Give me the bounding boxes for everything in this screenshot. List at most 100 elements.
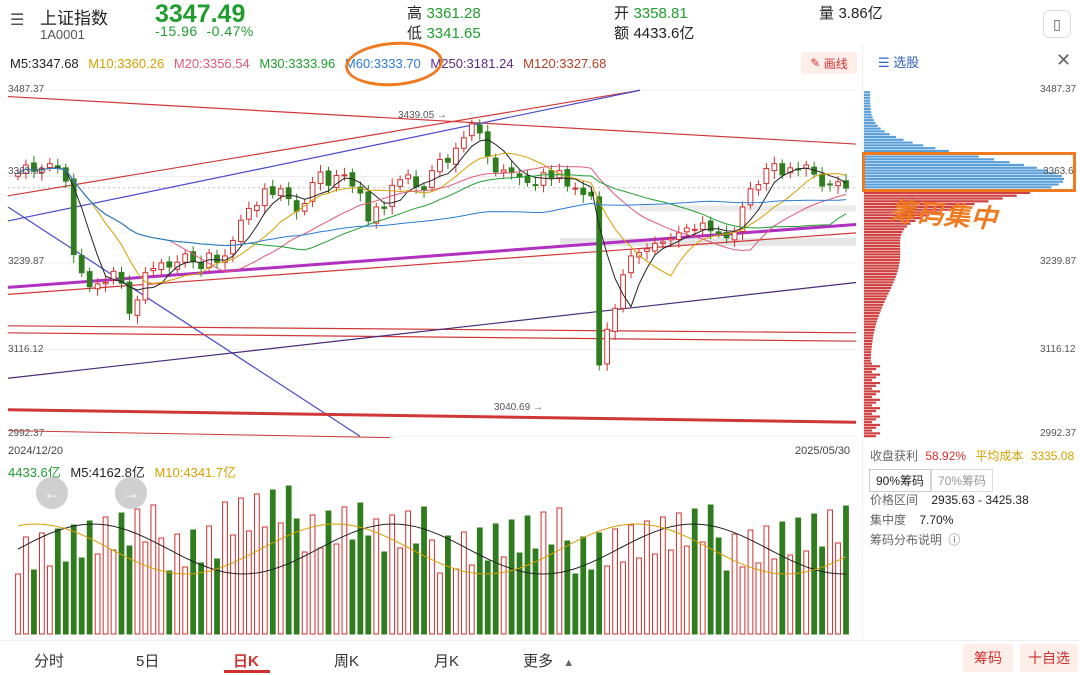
price-label-right-4: 3116.12 (1040, 344, 1076, 355)
candle-body (134, 299, 141, 316)
volume-bar (38, 532, 45, 635)
chip-bar (864, 214, 930, 217)
tab-daily[interactable]: 日K (233, 653, 259, 670)
volume-bar (214, 558, 220, 635)
candle-body (771, 163, 778, 172)
chip-explain-label: 筹码分布说明 (870, 533, 943, 547)
tab-5day[interactable]: 5日 (136, 653, 160, 670)
volume-bar (588, 569, 595, 635)
chip-tab-70[interactable]: 70%筹码 (931, 469, 994, 492)
chip-bar (864, 356, 871, 359)
chip-bar (864, 180, 1063, 183)
volume-bar (731, 533, 738, 635)
chip-bar (864, 247, 901, 250)
phone-icon[interactable]: ▯ (1043, 10, 1071, 38)
chip-bar (864, 197, 1003, 200)
kline-chart[interactable] (0, 78, 860, 450)
price-label-right-3: 3239.87 (1040, 256, 1077, 267)
tab-intraday[interactable]: 分时 (34, 653, 65, 670)
date-end: 2025/05/30 (795, 445, 851, 457)
annotation-box (862, 152, 1076, 192)
price-label-left-4: 3116.12 (8, 344, 44, 355)
close-icon[interactable]: ✕ (1056, 50, 1072, 70)
volume-bar (238, 497, 244, 635)
candle-body (373, 206, 380, 224)
candle-body (421, 186, 427, 191)
panel-divider (862, 44, 863, 640)
chip-bar (864, 222, 911, 225)
add-favorite-button[interactable]: 十自选 (1020, 644, 1078, 672)
chip-bar (864, 264, 900, 267)
candle-body (707, 220, 714, 232)
price-label-left-2: 3363.62 (8, 166, 45, 177)
chip-bar (864, 177, 1064, 181)
trend-line (7, 408, 857, 424)
tab-weekly[interactable]: 周K (334, 653, 360, 670)
help-icon: ⓘ (948, 533, 961, 547)
caret-up-icon: ▲ (563, 657, 575, 669)
volume-bar (230, 534, 236, 635)
open-stat: 开 3358.81 (614, 2, 688, 23)
chip-bar (864, 284, 893, 287)
chip-bar (864, 183, 1059, 186)
chip-bar (864, 216, 922, 220)
volume-bar (222, 501, 228, 635)
chip-bar (864, 244, 901, 248)
candle-body (683, 227, 690, 233)
candle-body (843, 180, 849, 189)
volume-label: 量 (819, 5, 835, 22)
volume-bar (70, 524, 77, 635)
candle-body (150, 268, 157, 272)
prev-arrow-icon[interactable]: ← (36, 477, 68, 509)
chip-explain-link[interactable]: 筹码分布说明 ⓘ (870, 531, 960, 548)
chip-tab-90[interactable]: 90%筹码 (869, 469, 932, 492)
chip-bar (864, 286, 892, 290)
chip-bar (864, 373, 880, 376)
volume-bar (373, 518, 380, 635)
amount-stat: 额 4433.6亿 (614, 22, 694, 43)
chip-bar (864, 275, 896, 278)
amount-value: 4433.6亿 (633, 25, 695, 42)
chip-bar (864, 320, 877, 323)
chip-bar (864, 409, 876, 413)
chip-bar (864, 236, 901, 239)
volume-chart[interactable] (0, 480, 860, 638)
volume-bar (277, 522, 284, 635)
volume-bar (365, 535, 372, 635)
volume-bar (524, 515, 531, 635)
ma-20: M20:3356.54 (173, 56, 250, 71)
menu-icon[interactable]: ☰ (10, 12, 25, 29)
candle-body (397, 179, 404, 187)
stock-picker-label: 选股 (893, 55, 920, 70)
chip-bar (864, 105, 871, 108)
candle-body (468, 123, 475, 137)
next-arrow-icon[interactable]: → (115, 477, 147, 509)
candle-body (166, 261, 173, 268)
tab-more[interactable]: 更多 ▲ (523, 650, 574, 671)
candle-body (46, 163, 53, 168)
chip-bar (864, 348, 872, 351)
volume-bar (15, 573, 21, 635)
ma-line-10 (17, 152, 847, 285)
tab-monthly[interactable]: 月K (434, 653, 460, 670)
volume-bar (118, 512, 125, 635)
chip-button[interactable]: 筹码 (963, 644, 1013, 672)
candle-body (413, 176, 419, 188)
resistance-zone (640, 205, 856, 212)
volume-bar (675, 512, 682, 635)
candle-body (405, 174, 412, 180)
volume-bar (755, 562, 762, 635)
volume-bar (620, 561, 626, 635)
chip-bar (864, 161, 1010, 164)
volume-bar (628, 524, 634, 635)
high-stat: 高 3361.28 (407, 2, 481, 23)
candle-body (333, 175, 340, 188)
stock-picker-tab[interactable]: ☰ 选股 (878, 55, 920, 70)
volume-ma10-line (17, 523, 847, 575)
bottom-tab-bar (0, 640, 1080, 675)
candle-body (357, 186, 364, 194)
volume-bar (683, 545, 690, 635)
chip-bar (864, 127, 881, 130)
low-value: 3341.65 (426, 25, 481, 42)
draw-line-button[interactable]: ✎ 画线 (801, 52, 857, 74)
